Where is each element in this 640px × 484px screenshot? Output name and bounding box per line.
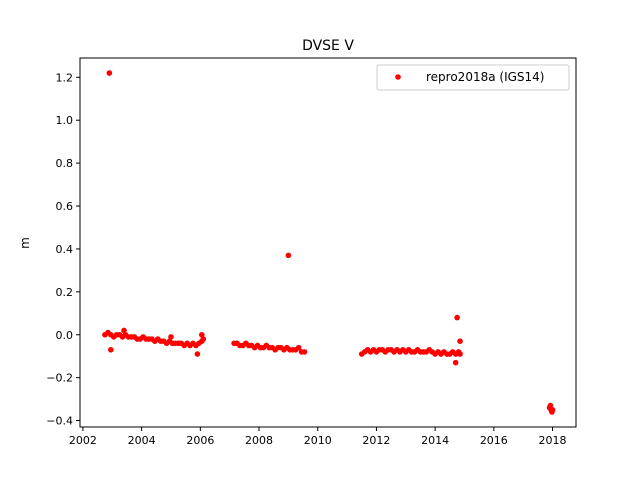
data-point [199, 331, 205, 338]
x-tick-label: 2012 [362, 434, 390, 447]
x-axis-ticks: 2002 2004 2006 2008 2010 2012 2014 2016 2018 [69, 427, 567, 447]
data-point [200, 336, 207, 342]
data-point [168, 334, 174, 340]
x-tick-label: 2010 [304, 434, 332, 447]
x-tick-label: 2008 [245, 434, 273, 447]
y-axis-ticks: −0.4 −0.2 0.0 0.2 0.4 0.6 0.8 1.0 1.2 [46, 71, 80, 428]
data-point [295, 344, 302, 351]
data-point [547, 402, 554, 409]
y-tick-label: 0.8 [56, 157, 74, 170]
data-point [457, 351, 463, 357]
plot-frame [79, 57, 577, 428]
y-tick-label: 0.6 [56, 200, 74, 213]
x-tick-label: 2014 [421, 434, 449, 447]
data-point [106, 70, 113, 76]
legend-box [376, 64, 570, 91]
data-point [549, 409, 555, 415]
data-point [108, 346, 114, 353]
data-point [121, 327, 127, 334]
data-point [452, 359, 459, 366]
data-point [457, 338, 463, 344]
y-tick-label: 0.4 [56, 243, 74, 256]
data-point [285, 252, 292, 259]
y-tick-label: −0.2 [46, 372, 73, 385]
y-tick-label: −0.4 [46, 415, 73, 428]
x-tick-label: 2016 [480, 434, 508, 447]
y-tick-label: 0.0 [56, 329, 74, 342]
y-tick-label: 0.2 [56, 286, 74, 299]
legend-label: repro2018a (IGS14) [426, 70, 544, 84]
legend-marker [395, 74, 401, 80]
data-points [102, 70, 556, 415]
legend: repro2018a (IGS14) [376, 64, 570, 91]
y-tick-label: 1.0 [56, 114, 74, 127]
data-point [194, 351, 201, 357]
data-point [454, 314, 460, 321]
x-tick-label: 2002 [69, 434, 97, 447]
x-tick-label: 2004 [128, 434, 156, 447]
y-axis-label: m [18, 237, 32, 249]
y-tick-label: 1.2 [56, 71, 74, 84]
data-point [301, 349, 308, 355]
x-tick-label: 2018 [539, 434, 567, 447]
x-tick-label: 2006 [186, 434, 214, 447]
chart-title: DVSE V [302, 38, 354, 54]
